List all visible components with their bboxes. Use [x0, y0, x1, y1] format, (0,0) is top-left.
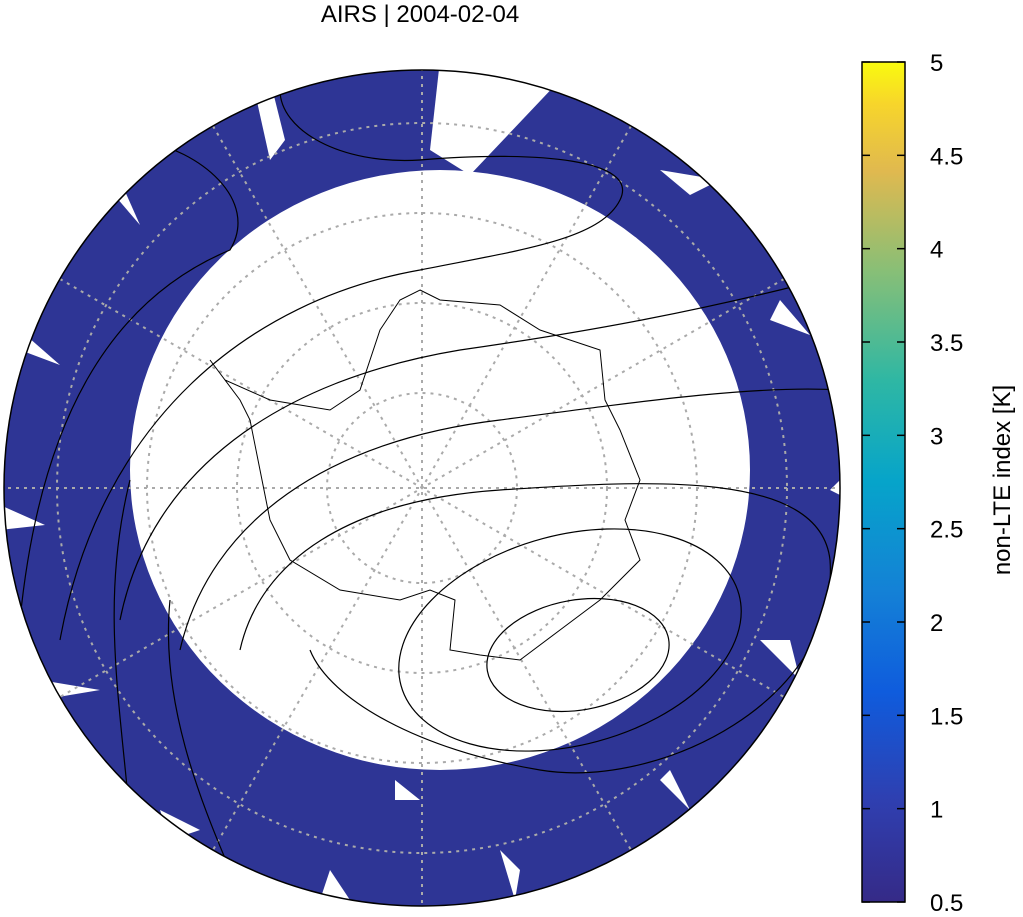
colorbar-tick-label: 4.5	[930, 143, 963, 170]
data-swath	[4, 70, 840, 906]
graticule	[4, 70, 840, 906]
colorbar-tick-label: 2	[930, 610, 943, 637]
swath-gaps	[4, 70, 840, 900]
colorbar-label: non-LTE index [K]	[989, 385, 1016, 575]
colorbar-tick-label: 2.5	[930, 517, 963, 544]
colorbar-tick-label: 5	[930, 50, 943, 77]
colorbar-tick-label: 4	[930, 237, 943, 264]
colorbar-tick-label: 3.5	[930, 330, 963, 357]
map-border	[3, 69, 841, 907]
colorbar-tick-label: 1	[930, 797, 943, 824]
colorbar-tick-label: 0.5	[930, 890, 963, 912]
coastline	[209, 289, 641, 661]
colorbar-tick-label: 3	[930, 423, 943, 450]
map-title: AIRS | 2004-02-04	[321, 1, 519, 28]
map-disk	[4, 70, 840, 906]
colorbar	[861, 61, 906, 903]
colorbar-tick-label: 1.5	[930, 703, 963, 730]
